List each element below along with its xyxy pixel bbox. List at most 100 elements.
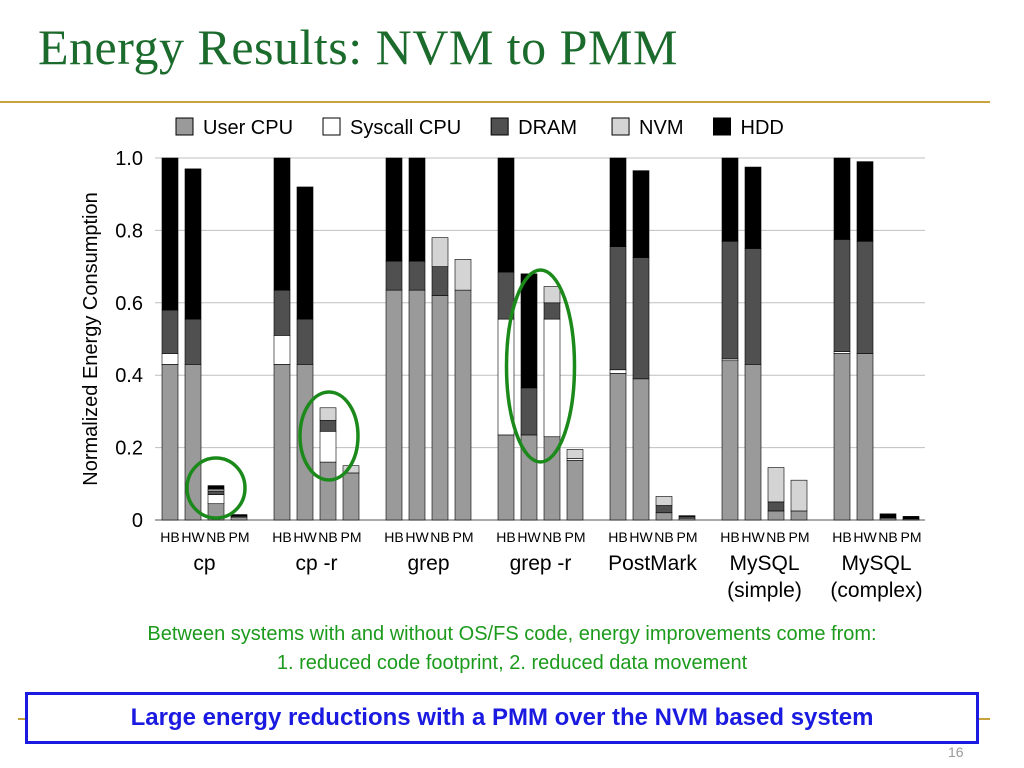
takeaway-box: Large energy reductions with a PMM over … (25, 692, 979, 744)
bar-segment (790, 479, 808, 512)
system-tick-label: PM (453, 529, 474, 545)
bar-segment (744, 248, 762, 365)
legend-label: Syscall CPU (350, 117, 461, 139)
group-label: grep (407, 552, 449, 575)
system-tick-label: HW (517, 529, 541, 545)
bar-segment (856, 240, 874, 354)
bar-segment (385, 289, 403, 521)
bar-segment (385, 260, 403, 291)
highlight-circle (298, 390, 360, 482)
group-label: PostMark (608, 552, 697, 575)
bar-segment (431, 295, 449, 521)
system-tick-label: PM (901, 529, 922, 545)
bar-segment (566, 459, 584, 521)
system-tick-label: HW (181, 529, 205, 545)
bar-segment (721, 240, 739, 360)
group-sublabel: (simple) (727, 579, 802, 602)
system-tick-label: HB (384, 529, 403, 545)
system-tick-label: HB (160, 529, 179, 545)
bar-segment (655, 512, 673, 521)
legend-label: NVM (639, 117, 683, 139)
legend-swatch (490, 117, 509, 136)
bar-segment (161, 353, 179, 365)
system-tick-label: NB (654, 529, 673, 545)
system-tick-label: HB (272, 529, 291, 545)
system-tick-label: HB (720, 529, 739, 545)
group-label: cp -r (296, 552, 338, 575)
bar-segment (273, 157, 291, 291)
bar-segment (184, 318, 202, 365)
legend-item: NVM (611, 117, 684, 139)
caption: Between systems with and without OS/FS c… (0, 620, 1024, 678)
group-label: MySQL (841, 552, 911, 575)
bar-segment (230, 516, 248, 521)
bar-segment (833, 157, 851, 240)
caption-line-2: 1. reduced code footprint, 2. reduced da… (276, 652, 748, 674)
bar-segment (520, 273, 538, 389)
highlight-circle (185, 456, 247, 520)
y-tick-label: 0.8 (115, 220, 143, 242)
highlight-circle (504, 268, 577, 464)
legend-swatch (322, 117, 341, 136)
bar-segment (655, 496, 673, 506)
bar-segment (833, 239, 851, 352)
legend-item: HDD (713, 117, 784, 139)
legend-item: DRAM (490, 117, 577, 139)
caption-line-1: Between systems with and without OS/FS c… (147, 623, 877, 645)
y-tick-label: 0 (132, 510, 143, 532)
bar-segment (161, 309, 179, 354)
bar-segment (543, 302, 561, 320)
legend-item: User CPU (175, 117, 293, 139)
legend-label: HDD (741, 117, 784, 139)
group-label: cp (193, 552, 215, 575)
bar-segment (207, 490, 225, 495)
bar-segment (184, 168, 202, 320)
bar-segment (632, 378, 650, 521)
system-tick-label: NB (542, 529, 561, 545)
bar-segment (408, 289, 426, 521)
legend-item: Syscall CPU (322, 117, 461, 139)
bar-segment (721, 360, 739, 521)
bar-segment (856, 161, 874, 242)
legend-swatch (175, 117, 194, 136)
bar-segment (721, 157, 739, 242)
legend-swatch (713, 117, 731, 136)
bar-segment (632, 257, 650, 380)
y-axis-label: Normalized Energy Consumption (80, 192, 102, 485)
energy-chart: 0 0.2 0.4 0.6 0.8 1.0 Normalized Energy Consum… (80, 117, 925, 602)
system-tick-label: NB (878, 529, 897, 545)
bar-segment (230, 514, 248, 517)
system-tick-label: HB (496, 529, 515, 545)
y-tick-label: 1.0 (115, 148, 143, 170)
bar-segment (161, 157, 179, 311)
bar-segment (609, 369, 627, 374)
bar-segment (632, 170, 650, 258)
bar-segment (207, 494, 225, 505)
bar-segment (767, 510, 785, 521)
bar-segment (497, 434, 515, 521)
bar-segment (902, 516, 920, 520)
system-tick-label: PM (789, 529, 810, 545)
y-tick-label: 0.4 (115, 365, 143, 387)
bar-segment (319, 461, 337, 521)
bar-segment (767, 467, 785, 503)
takeaway-text: Large energy reductions with a PMM over … (130, 704, 874, 731)
system-tick-label: PM (565, 529, 586, 545)
bar-segment (744, 364, 762, 521)
bar-segment (566, 449, 584, 459)
system-tick-label: HB (832, 529, 851, 545)
title-rule (0, 101, 990, 103)
group-label: MySQL (729, 552, 799, 575)
bar-segment (431, 266, 449, 296)
bar-segment (833, 353, 851, 521)
system-tick-label: PM (677, 529, 698, 545)
system-tick-label: HW (853, 529, 877, 545)
bar-segment (273, 335, 291, 365)
bar-segment (609, 157, 627, 247)
system-tick-label: HW (293, 529, 317, 545)
bar-segment (273, 289, 291, 336)
bar-segment (543, 318, 561, 438)
y-tick-label: 0.2 (115, 438, 143, 460)
bar-segment (520, 387, 538, 436)
system-tick-label: NB (766, 529, 785, 545)
